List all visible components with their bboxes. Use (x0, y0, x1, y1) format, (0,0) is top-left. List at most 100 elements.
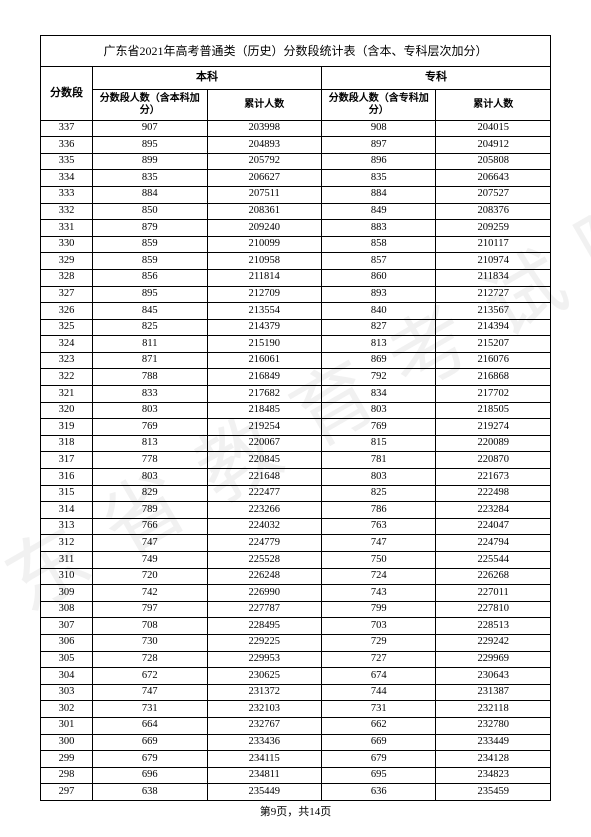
table-row: 298696234811695234823 (41, 767, 551, 784)
table-cell: 224032 (207, 518, 321, 535)
table-cell: 731 (93, 701, 207, 718)
header-vocational: 专科 (322, 67, 551, 89)
table-cell: 225528 (207, 552, 321, 569)
table-row: 329859210958857210974 (41, 253, 551, 270)
table-cell: 319 (41, 419, 93, 436)
table-cell: 883 (322, 220, 436, 237)
table-cell: 211814 (207, 269, 321, 286)
table-cell: 232767 (207, 717, 321, 734)
table-cell: 218505 (436, 402, 551, 419)
table-cell: 314 (41, 502, 93, 519)
table-cell: 743 (322, 585, 436, 602)
header-ug-cum: 累计人数 (207, 89, 321, 120)
table-cell: 856 (93, 269, 207, 286)
table-cell: 747 (322, 535, 436, 552)
table-cell: 204015 (436, 120, 551, 137)
table-cell: 797 (93, 601, 207, 618)
table-cell: 231387 (436, 684, 551, 701)
table-cell: 325 (41, 319, 93, 336)
table-cell: 311 (41, 552, 93, 569)
table-cell: 222498 (436, 485, 551, 502)
table-cell: 216076 (436, 352, 551, 369)
table-cell: 233449 (436, 734, 551, 751)
table-cell: 747 (93, 535, 207, 552)
table-cell: 720 (93, 568, 207, 585)
table-cell: 825 (322, 485, 436, 502)
table-row: 312747224779747224794 (41, 535, 551, 552)
table-cell: 337 (41, 120, 93, 137)
table-cell: 871 (93, 352, 207, 369)
table-cell: 766 (93, 518, 207, 535)
table-cell: 234128 (436, 751, 551, 768)
table-cell: 335 (41, 153, 93, 170)
table-cell: 216868 (436, 369, 551, 386)
table-row: 336895204893897204912 (41, 137, 551, 154)
table-cell: 769 (322, 419, 436, 436)
table-row: 325825214379827214394 (41, 319, 551, 336)
table-cell: 223284 (436, 502, 551, 519)
table-cell: 233436 (207, 734, 321, 751)
table-cell: 850 (93, 203, 207, 220)
table-row: 326845213554840213567 (41, 303, 551, 320)
table-cell: 744 (322, 684, 436, 701)
table-cell: 232118 (436, 701, 551, 718)
header-ug-count: 分数段人数（含本科加分） (93, 89, 207, 120)
table-cell: 213554 (207, 303, 321, 320)
table-row: 316803221648803221673 (41, 469, 551, 486)
table-cell: 315 (41, 485, 93, 502)
table-row: 334835206627835206643 (41, 170, 551, 187)
table-cell: 781 (322, 452, 436, 469)
table-cell: 224047 (436, 518, 551, 535)
table-cell: 328 (41, 269, 93, 286)
table-row: 337907203998908204015 (41, 120, 551, 137)
table-cell: 312 (41, 535, 93, 552)
table-cell: 210958 (207, 253, 321, 270)
table-cell: 220870 (436, 452, 551, 469)
table-cell: 907 (93, 120, 207, 137)
table-cell: 228495 (207, 618, 321, 635)
table-cell: 215190 (207, 336, 321, 353)
table-cell: 896 (322, 153, 436, 170)
table-cell: 234811 (207, 767, 321, 784)
table-cell: 829 (93, 485, 207, 502)
table-cell: 884 (322, 186, 436, 203)
table-cell: 206643 (436, 170, 551, 187)
table-cell: 636 (322, 784, 436, 801)
table-row: 300669233436669233449 (41, 734, 551, 751)
table-cell: 638 (93, 784, 207, 801)
table-cell: 232103 (207, 701, 321, 718)
table-cell: 331 (41, 220, 93, 237)
table-cell: 730 (93, 634, 207, 651)
table-row: 324811215190813215207 (41, 336, 551, 353)
table-cell: 224779 (207, 535, 321, 552)
table-cell: 327 (41, 286, 93, 303)
table-row: 335899205792896205808 (41, 153, 551, 170)
table-cell: 334 (41, 170, 93, 187)
table-cell: 895 (93, 286, 207, 303)
table-cell: 229953 (207, 651, 321, 668)
table-cell: 210117 (436, 236, 551, 253)
table-cell: 235449 (207, 784, 321, 801)
table-cell: 318 (41, 435, 93, 452)
table-cell: 749 (93, 552, 207, 569)
header-score: 分数段 (41, 67, 93, 120)
table-cell: 309 (41, 585, 93, 602)
table-cell: 662 (322, 717, 436, 734)
table-cell: 299 (41, 751, 93, 768)
table-cell: 210974 (436, 253, 551, 270)
table-cell: 813 (322, 336, 436, 353)
table-cell: 298 (41, 767, 93, 784)
table-cell: 217702 (436, 386, 551, 403)
table-cell: 835 (93, 170, 207, 187)
table-cell: 695 (322, 767, 436, 784)
table-cell: 308 (41, 601, 93, 618)
table-cell: 813 (93, 435, 207, 452)
table-cell: 679 (93, 751, 207, 768)
table-cell: 230643 (436, 668, 551, 685)
table-row: 302731232103731232118 (41, 701, 551, 718)
table-row: 297638235449636235459 (41, 784, 551, 801)
table-cell: 731 (322, 701, 436, 718)
table-cell: 229242 (436, 634, 551, 651)
table-cell: 858 (322, 236, 436, 253)
table-cell: 664 (93, 717, 207, 734)
